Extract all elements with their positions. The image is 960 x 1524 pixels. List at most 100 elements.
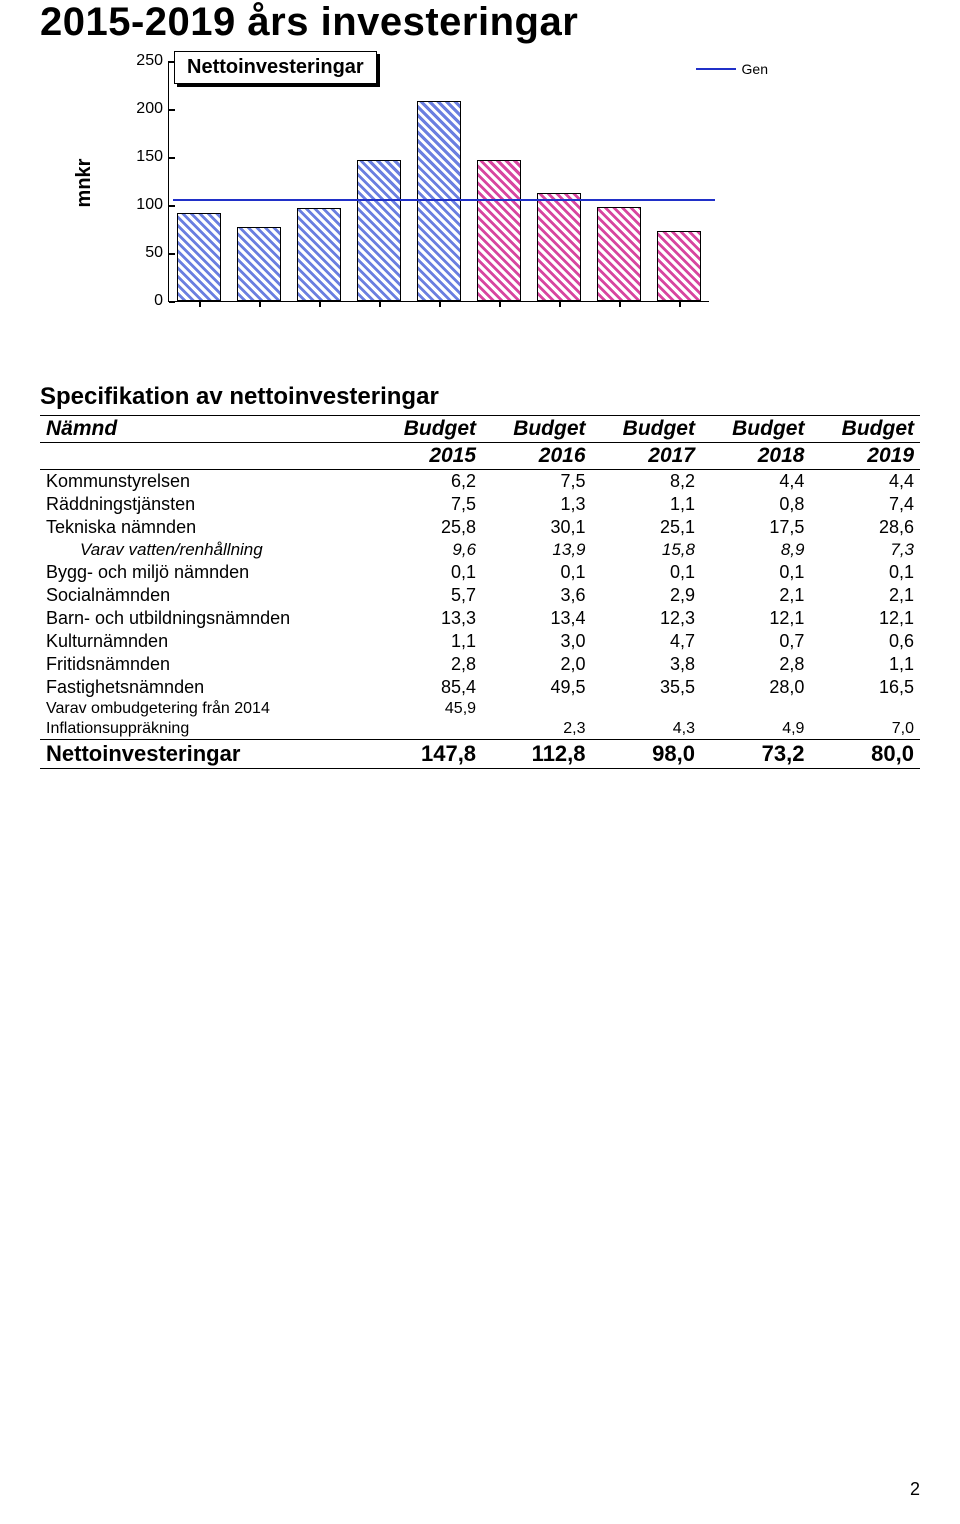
- table-cell: 0,7: [701, 630, 810, 653]
- chart-ylabel: mnkr: [73, 159, 96, 208]
- table-cell: 7,5: [373, 493, 482, 516]
- table-cell: 0,1: [701, 561, 810, 584]
- chart-bar: [537, 193, 581, 301]
- table-cell: 9,6: [373, 539, 482, 561]
- table-cell: 3,6: [482, 584, 591, 607]
- table-cell: 1,1: [592, 493, 701, 516]
- table-cell: 25,8: [373, 516, 482, 539]
- table-cell: 3,0: [482, 630, 591, 653]
- table-row: Fritidsnämnden2,82,03,82,81,1: [40, 653, 920, 676]
- table-cell: 0,8: [701, 493, 810, 516]
- table-cell: 7,4: [810, 493, 920, 516]
- table-cell: 5,7: [373, 584, 482, 607]
- table-cell: 7,5: [482, 470, 591, 494]
- table-cell: 2,9: [592, 584, 701, 607]
- table-cell: 85,4: [373, 676, 482, 699]
- table-col-budget-4: Budget: [810, 416, 920, 443]
- table-cell: 16,5: [810, 676, 920, 699]
- chart-bar: [477, 160, 521, 301]
- page-number: 2: [910, 1479, 920, 1500]
- table-cell: 0,6: [810, 630, 920, 653]
- table-cell: 4,4: [701, 470, 810, 494]
- table-col-year-2: 2017: [592, 443, 701, 470]
- chart-bar: [177, 213, 221, 301]
- table-cell: 2,3: [482, 719, 591, 740]
- table-col-year-4: 2019: [810, 443, 920, 470]
- table-row-name: Räddningstjänsten: [40, 493, 373, 516]
- table-row: Varav ombudgetering från 201445,9: [40, 699, 920, 719]
- table-row-name: Varav ombudgetering från 2014: [40, 699, 373, 719]
- table-cell: 0,1: [482, 561, 591, 584]
- table-cell: 35,5: [592, 676, 701, 699]
- table-cell: [592, 699, 701, 719]
- investments-table: Nämnd Budget Budget Budget Budget Budget…: [40, 415, 920, 769]
- chart-ytick: 200: [136, 100, 169, 118]
- chart-bar: [597, 207, 641, 301]
- table-row-name: Tekniska nämnden: [40, 516, 373, 539]
- chart-xtick: [619, 301, 621, 307]
- chart-bar: [297, 208, 341, 301]
- table-row-name: Fastighetsnämnden: [40, 676, 373, 699]
- table-cell: 4,9: [701, 719, 810, 740]
- chart-xtick: [199, 301, 201, 307]
- table-cell: 1,3: [482, 493, 591, 516]
- table-cell: 2,1: [810, 584, 920, 607]
- table-cell: 28,6: [810, 516, 920, 539]
- table-footer-v2: 98,0: [592, 740, 701, 769]
- chart-ytick: 0: [154, 292, 169, 310]
- table-col-namnd: Nämnd: [40, 416, 373, 443]
- table-cell: 4,4: [810, 470, 920, 494]
- table-footer-v4: 80,0: [810, 740, 920, 769]
- chart-xtick: [439, 301, 441, 307]
- table-col-year-0: 2015: [373, 443, 482, 470]
- table-cell: 2,1: [701, 584, 810, 607]
- table-cell: 13,9: [482, 539, 591, 561]
- table-footer-v0: 147,8: [373, 740, 482, 769]
- table-cell: 12,1: [810, 607, 920, 630]
- table-cell: 28,0: [701, 676, 810, 699]
- table-footer-v3: 73,2: [701, 740, 810, 769]
- chart-ytick: 250: [136, 52, 169, 70]
- table-cell: 1,1: [373, 630, 482, 653]
- table-col-budget-2: Budget: [592, 416, 701, 443]
- table-row: Bygg- och miljö nämnden0,10,10,10,10,1: [40, 561, 920, 584]
- table-cell: 49,5: [482, 676, 591, 699]
- table-row: Barn- och utbildningsnämnden13,313,412,3…: [40, 607, 920, 630]
- table-cell: 0,1: [592, 561, 701, 584]
- investments-chart: mnkr Nettoinvesteringar Gen 050100150200…: [128, 53, 708, 313]
- table-cell: 0,1: [810, 561, 920, 584]
- table-cell: 12,1: [701, 607, 810, 630]
- table-row-name: Fritidsnämnden: [40, 653, 373, 676]
- table-cell: 4,3: [592, 719, 701, 740]
- chart-ytick: 100: [136, 196, 169, 214]
- table-row: Varav vatten/renhållning9,613,915,88,97,…: [40, 539, 920, 561]
- chart-plot-area: 050100150200250: [168, 61, 709, 302]
- table-cell: [373, 719, 482, 740]
- table-row: Tekniska nämnden25,830,125,117,528,6: [40, 516, 920, 539]
- table-footer-name: Nettoinvesteringar: [40, 740, 373, 769]
- table-col-budget-0: Budget: [373, 416, 482, 443]
- table-cell: 6,2: [373, 470, 482, 494]
- table-row: Inflationsuppräkning2,34,34,97,0: [40, 719, 920, 740]
- table-col-budget-3: Budget: [701, 416, 810, 443]
- table-cell: 2,8: [701, 653, 810, 676]
- table-row: Kommunstyrelsen6,27,58,24,44,4: [40, 470, 920, 494]
- table-cell: 7,3: [810, 539, 920, 561]
- table-cell: 2,0: [482, 653, 591, 676]
- table-row-name: Kommunstyrelsen: [40, 470, 373, 494]
- table-cell: 8,2: [592, 470, 701, 494]
- chart-xtick: [319, 301, 321, 307]
- table-cell: [701, 699, 810, 719]
- table-section-title: Specifikation av nettoinvesteringar: [40, 383, 920, 411]
- table-col-budget-1: Budget: [482, 416, 591, 443]
- chart-xtick: [499, 301, 501, 307]
- table-row: Fastighetsnämnden85,449,535,528,016,5: [40, 676, 920, 699]
- table-cell: 45,9: [373, 699, 482, 719]
- chart-xtick: [259, 301, 261, 307]
- table-cell: 13,4: [482, 607, 591, 630]
- table-cell: [810, 699, 920, 719]
- table-cell: 4,7: [592, 630, 701, 653]
- chart-xtick: [379, 301, 381, 307]
- table-row-name: Kulturnämnden: [40, 630, 373, 653]
- chart-trend-line: [173, 199, 715, 202]
